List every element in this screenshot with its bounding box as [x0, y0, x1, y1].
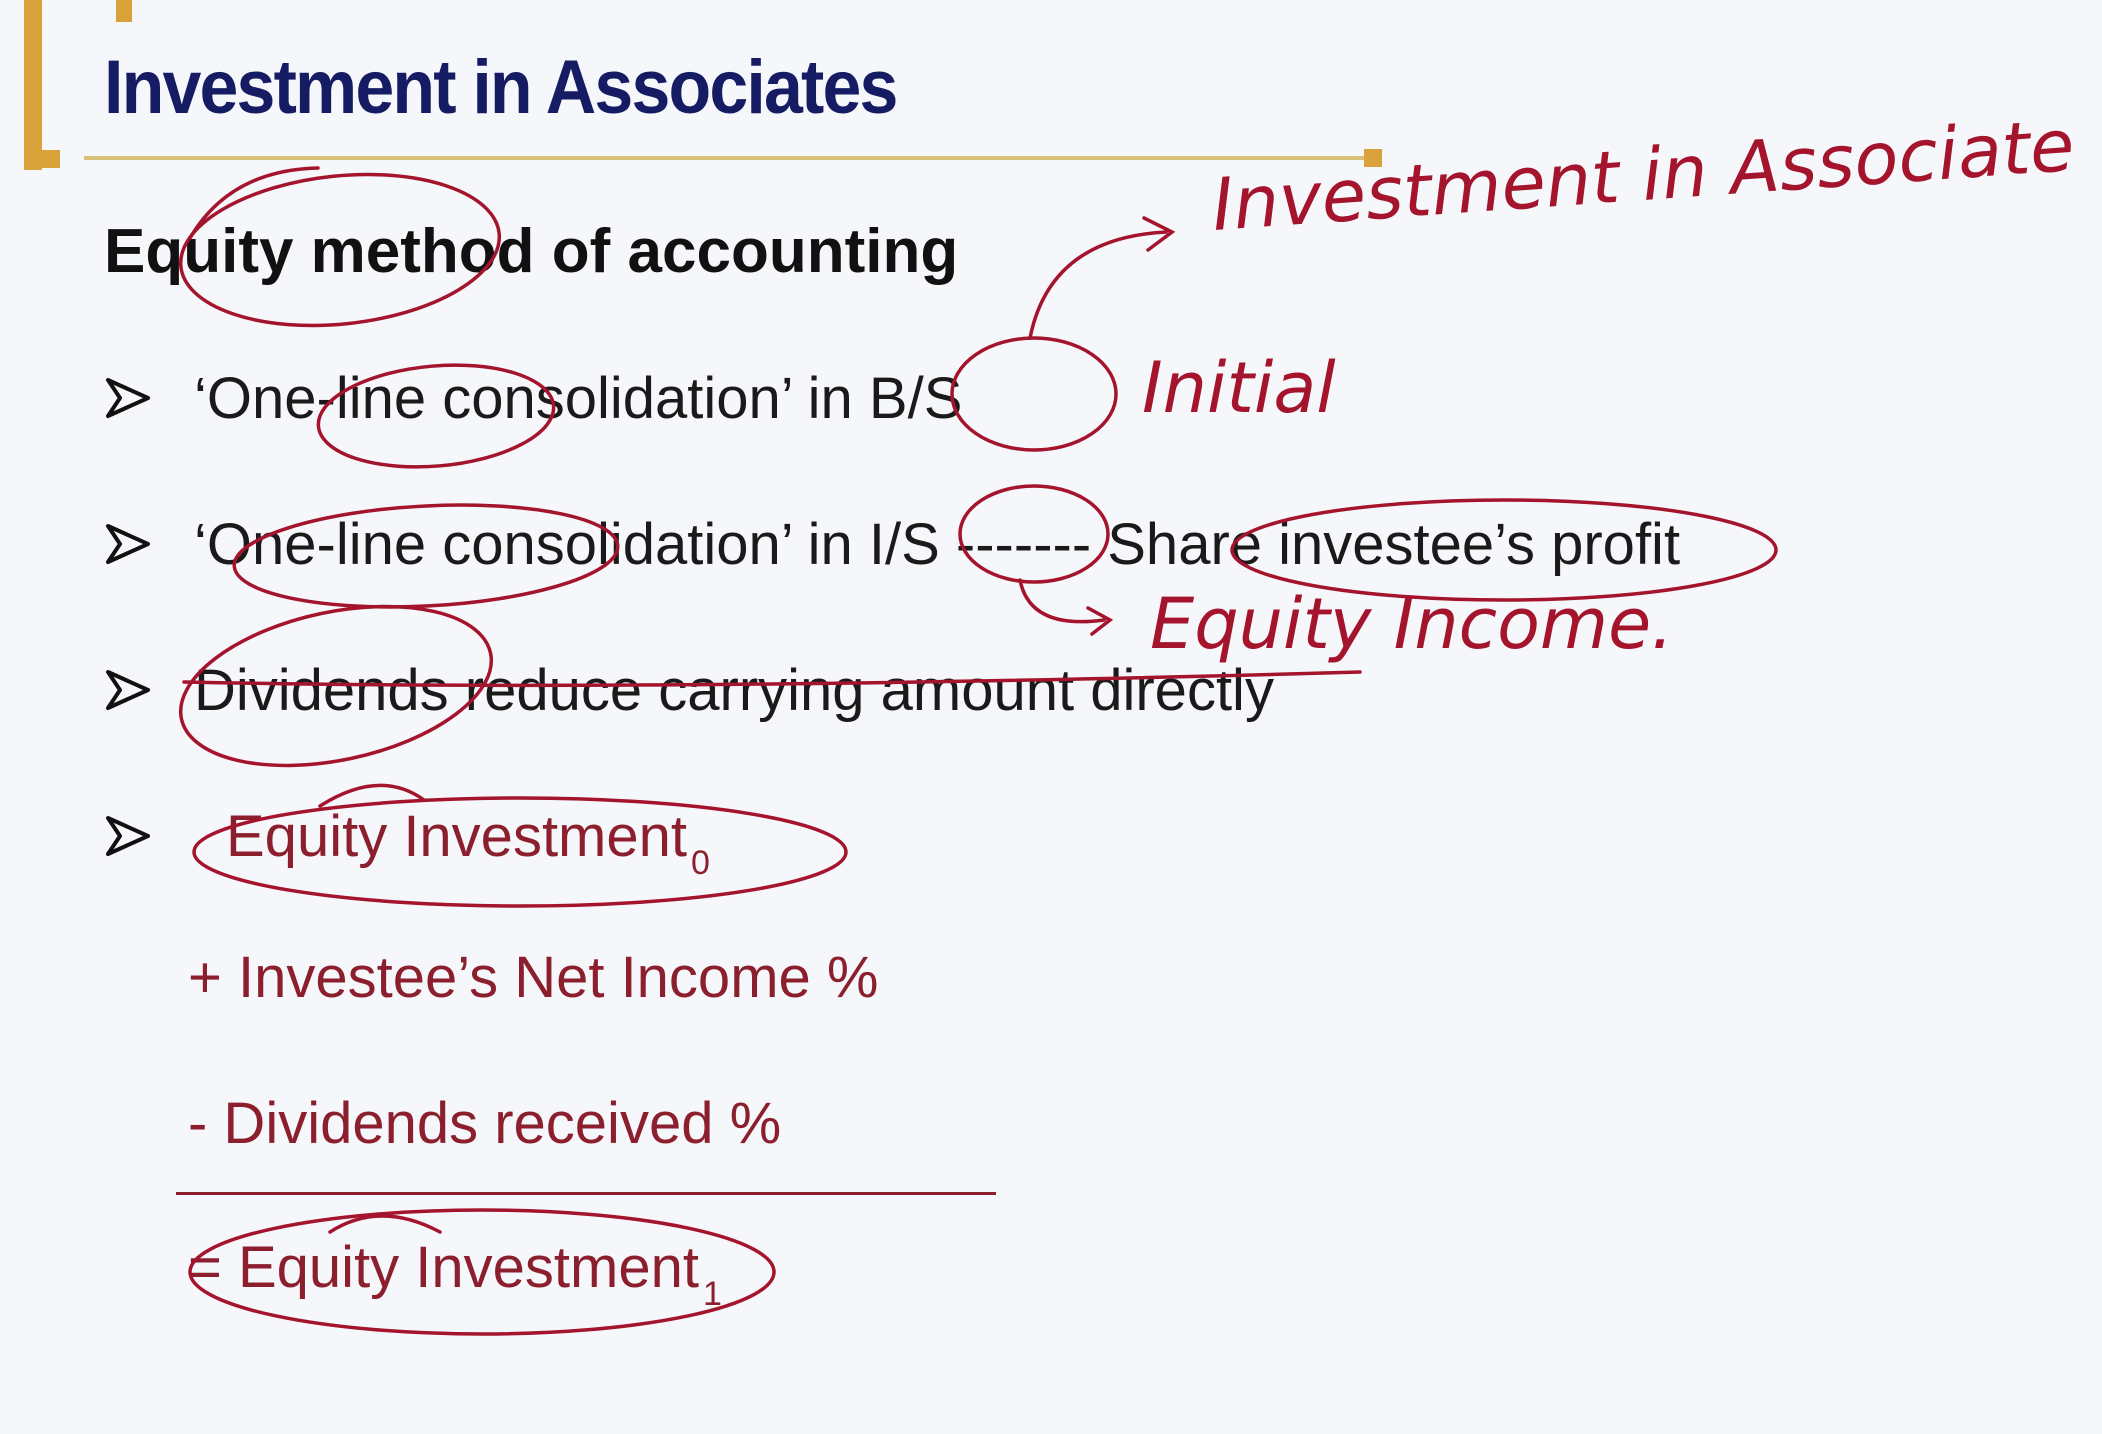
slide-subtitle: Equity method of accounting [104, 217, 959, 286]
formula-opening-text: Equity Investment [226, 803, 687, 869]
arrow-bullet-icon [106, 524, 150, 564]
title-rule [84, 156, 1376, 160]
formula-line-net-income: + Investee’s Net Income % [188, 945, 879, 1010]
frame-top-tick [116, 0, 132, 22]
sum-rule [176, 1192, 996, 1195]
slide-title: Investment in Associates [104, 45, 898, 130]
bullet-text: Dividends reduce carrying amount directl… [194, 657, 1274, 723]
formula-closing-text: = Equity Investment [188, 1235, 699, 1300]
arrow-bullet-icon [106, 816, 150, 856]
frame-left-bar [24, 0, 42, 170]
title-rule-end [1364, 149, 1382, 167]
formula-closing-subscript: 1 [702, 1275, 722, 1313]
arrow-bullet-icon [106, 378, 150, 418]
ink-stroke [328, 1214, 442, 1234]
bullet-text: ‘One-line consolidation’ in I/S ------- … [194, 511, 1681, 577]
bullet-item: Dividends reduce carrying amount directl… [104, 650, 1274, 730]
annotation-investment-in-associate: Investment in Associate [1209, 103, 2077, 247]
formula-line-opening: Equity Investment 0 [226, 803, 710, 882]
frame-corner [24, 150, 60, 168]
bullet-text: ‘One-line consolidation’ in B/S [194, 365, 963, 431]
bullet-item: Equity Investment 0 [104, 796, 710, 882]
formula-opening-subscript: 0 [691, 843, 710, 882]
arrow-bullet-icon [106, 670, 150, 710]
ink-arrow-to-equity-income [1018, 578, 1114, 636]
annotation-initial: Initial [1142, 347, 1336, 429]
formula-line-closing: = Equity Investment 1 [188, 1234, 722, 1313]
bullet-item: ‘One-line consolidation’ in B/S [104, 358, 962, 438]
bullet-item: ‘One-line consolidation’ in I/S ------- … [104, 504, 1680, 584]
formula-line-dividends: - Dividends received % [188, 1091, 782, 1156]
ink-arrow-to-associate [1028, 216, 1176, 340]
ink-circle-bs [950, 336, 1118, 452]
